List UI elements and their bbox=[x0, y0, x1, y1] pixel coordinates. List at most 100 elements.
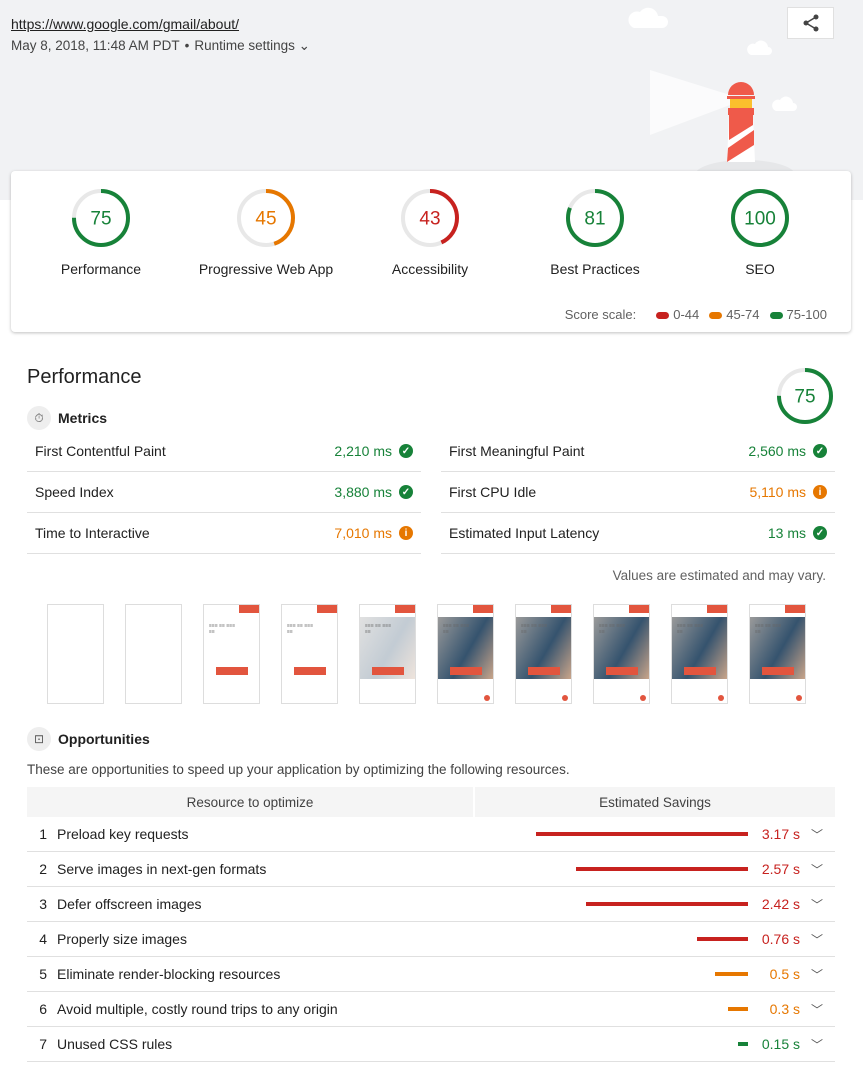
opportunity-number: 5 bbox=[39, 966, 47, 982]
metric-row: Speed Index 3,880 ms ✓ bbox=[27, 472, 421, 513]
page-url-link[interactable]: https://www.google.com/gmail/about/ bbox=[11, 16, 240, 32]
savings-bar bbox=[737, 1042, 748, 1046]
opportunity-savings: 0.3 s bbox=[769, 1001, 800, 1017]
opportunity-label: Properly size images bbox=[57, 931, 187, 947]
score-scale: Score scale: 0-44 45-74 75-100 bbox=[565, 307, 827, 322]
info-icon: i bbox=[813, 485, 827, 499]
score-gauge-ring: 81 bbox=[566, 189, 624, 247]
opportunity-savings: 0.76 s bbox=[761, 931, 800, 947]
chevron-down-icon[interactable]: ﹀ bbox=[810, 897, 823, 912]
chevron-down-icon[interactable]: ﹀ bbox=[810, 932, 823, 947]
opportunity-number: 4 bbox=[39, 931, 47, 947]
category-gauge-progressive-web-app[interactable]: 45 Progressive Web App bbox=[186, 187, 346, 277]
check-icon: ✓ bbox=[813, 444, 827, 458]
report-header bbox=[0, 0, 863, 200]
scale-pass: 75-100 bbox=[769, 307, 827, 322]
category-gauge-performance[interactable]: 75 Performance bbox=[21, 187, 181, 277]
opportunity-savings: 0.15 s bbox=[761, 1036, 800, 1052]
scale-fail: 0-44 bbox=[656, 307, 699, 322]
opportunity-row[interactable]: 3 Defer offscreen images 2.42 s ﹀ bbox=[27, 887, 835, 922]
separator: • bbox=[184, 38, 190, 53]
category-gauge-seo[interactable]: 100 SEO bbox=[680, 187, 840, 277]
opportunity-icon: ⊡ bbox=[27, 727, 51, 751]
score-gauge-ring: 100 bbox=[731, 189, 789, 247]
opportunity-number: 2 bbox=[39, 861, 47, 877]
check-icon: ✓ bbox=[813, 526, 827, 540]
metric-label: Time to Interactive bbox=[35, 525, 150, 541]
savings-bar bbox=[585, 902, 748, 906]
savings-bar bbox=[714, 972, 748, 976]
category-label: SEO bbox=[745, 261, 775, 277]
opportunity-number: 6 bbox=[39, 1001, 47, 1017]
filmstrip-frame: ≡≡≡ ≡≡ ≡≡≡ ≡≡ bbox=[281, 604, 338, 704]
filmstrip-frame: ≡≡≡ ≡≡ ≡≡≡ ≡≡ bbox=[437, 604, 494, 704]
scale-average: 45-74 bbox=[709, 307, 760, 322]
score-value: 43 bbox=[419, 209, 440, 230]
chevron-down-icon[interactable]: ﹀ bbox=[810, 862, 823, 877]
opportunity-savings: 0.5 s bbox=[769, 966, 800, 982]
metric-value: 2,560 ms bbox=[748, 443, 806, 459]
column-header-resource: Resource to optimize bbox=[27, 787, 473, 817]
metric-value: 3,880 ms bbox=[334, 484, 392, 500]
chevron-down-icon[interactable]: ﹀ bbox=[810, 1002, 823, 1017]
table-header: Resource to optimize Estimated Savings bbox=[27, 787, 835, 817]
opportunity-row[interactable]: 5 Eliminate render-blocking resources 0.5 … bbox=[27, 957, 835, 992]
runtime-settings-toggle[interactable]: Runtime settings ⌄ bbox=[194, 38, 310, 53]
category-label: Progressive Web App bbox=[198, 261, 334, 277]
estimate-note: Values are estimated and may vary. bbox=[612, 568, 826, 583]
opportunity-row[interactable]: 2 Serve images in next-gen formats 2.57 s ﹀ bbox=[27, 852, 835, 887]
opportunity-row[interactable]: 1 Preload key requests 3.17 s ﹀ bbox=[27, 817, 835, 852]
column-header-savings: Estimated Savings bbox=[475, 787, 835, 817]
savings-bar bbox=[535, 832, 748, 836]
opportunity-label: Unused CSS rules bbox=[57, 1036, 173, 1052]
chevron-down-icon[interactable]: ﹀ bbox=[810, 967, 823, 982]
score-value: 75 bbox=[794, 387, 815, 408]
metric-row: First Meaningful Paint 2,560 ms ✓ bbox=[441, 431, 835, 472]
metric-value: 13 ms bbox=[767, 525, 806, 541]
opportunity-number: 1 bbox=[39, 826, 47, 842]
metrics-grid: First Contentful Paint 2,210 ms ✓ First Mea… bbox=[27, 431, 835, 554]
score-value: 75 bbox=[90, 209, 111, 230]
check-icon: ✓ bbox=[399, 444, 413, 458]
score-value: 45 bbox=[255, 209, 276, 230]
savings-bar bbox=[727, 1007, 748, 1011]
chevron-down-icon[interactable]: ﹀ bbox=[810, 1037, 823, 1052]
score-gauge-ring: 45 bbox=[237, 189, 295, 247]
performance-section-title: Performance bbox=[27, 366, 142, 388]
opportunity-savings: 2.42 s bbox=[761, 896, 800, 912]
opportunity-row[interactable]: 6 Avoid multiple, costly round trips to a… bbox=[27, 992, 835, 1027]
opportunities-heading: ⊡ Opportunities bbox=[27, 727, 150, 751]
opportunities-table: Resource to optimize Estimated Savings 1… bbox=[27, 787, 835, 1062]
metric-row: First Contentful Paint 2,210 ms ✓ bbox=[27, 431, 421, 472]
report-date: May 8, 2018, 11:48 AM PDT bbox=[11, 38, 180, 53]
category-gauge-accessibility[interactable]: 43 Accessibility bbox=[350, 187, 510, 277]
filmstrip-frame: ≡≡≡ ≡≡ ≡≡≡ ≡≡ bbox=[749, 604, 806, 704]
score-gauge-ring: 75 bbox=[72, 189, 130, 247]
opportunity-label: Defer offscreen images bbox=[57, 896, 202, 912]
metric-label: First Meaningful Paint bbox=[449, 443, 585, 459]
opportunity-label: Preload key requests bbox=[57, 826, 189, 842]
category-summary-card: 75 Performance 45 Progressive Web App 43 Acce… bbox=[11, 171, 851, 332]
opportunity-number: 7 bbox=[39, 1036, 47, 1052]
filmstrip-frame: ≡≡≡ ≡≡ ≡≡≡ ≡≡ bbox=[671, 604, 728, 704]
opportunity-row[interactable]: 7 Unused CSS rules 0.15 s ﹀ bbox=[27, 1027, 835, 1062]
score-gauge-ring: 75 bbox=[777, 368, 833, 424]
stopwatch-icon: ⏱ bbox=[27, 406, 51, 430]
chevron-down-icon: ⌄ bbox=[298, 38, 310, 53]
metric-value: 7,010 ms bbox=[334, 525, 392, 541]
opportunity-savings: 2.57 s bbox=[761, 861, 800, 877]
share-button[interactable] bbox=[787, 7, 834, 39]
category-gauge-best-practices[interactable]: 81 Best Practices bbox=[515, 187, 675, 277]
filmstrip-frame: ≡≡≡ ≡≡ ≡≡≡ ≡≡ bbox=[593, 604, 650, 704]
opportunity-label: Serve images in next-gen formats bbox=[57, 861, 267, 877]
opportunities-description: These are opportunities to speed up your… bbox=[27, 762, 570, 777]
share-icon bbox=[803, 14, 818, 32]
chevron-down-icon[interactable]: ﹀ bbox=[810, 827, 823, 842]
info-icon: i bbox=[399, 526, 413, 540]
opportunity-row[interactable]: 4 Properly size images 0.76 s ﹀ bbox=[27, 922, 835, 957]
metric-row: Estimated Input Latency 13 ms ✓ bbox=[441, 513, 835, 554]
score-gauge-ring: 43 bbox=[401, 189, 459, 247]
filmstrip-frame bbox=[47, 604, 104, 704]
opportunity-label: Eliminate render-blocking resources bbox=[57, 966, 281, 982]
savings-bar bbox=[575, 867, 748, 871]
